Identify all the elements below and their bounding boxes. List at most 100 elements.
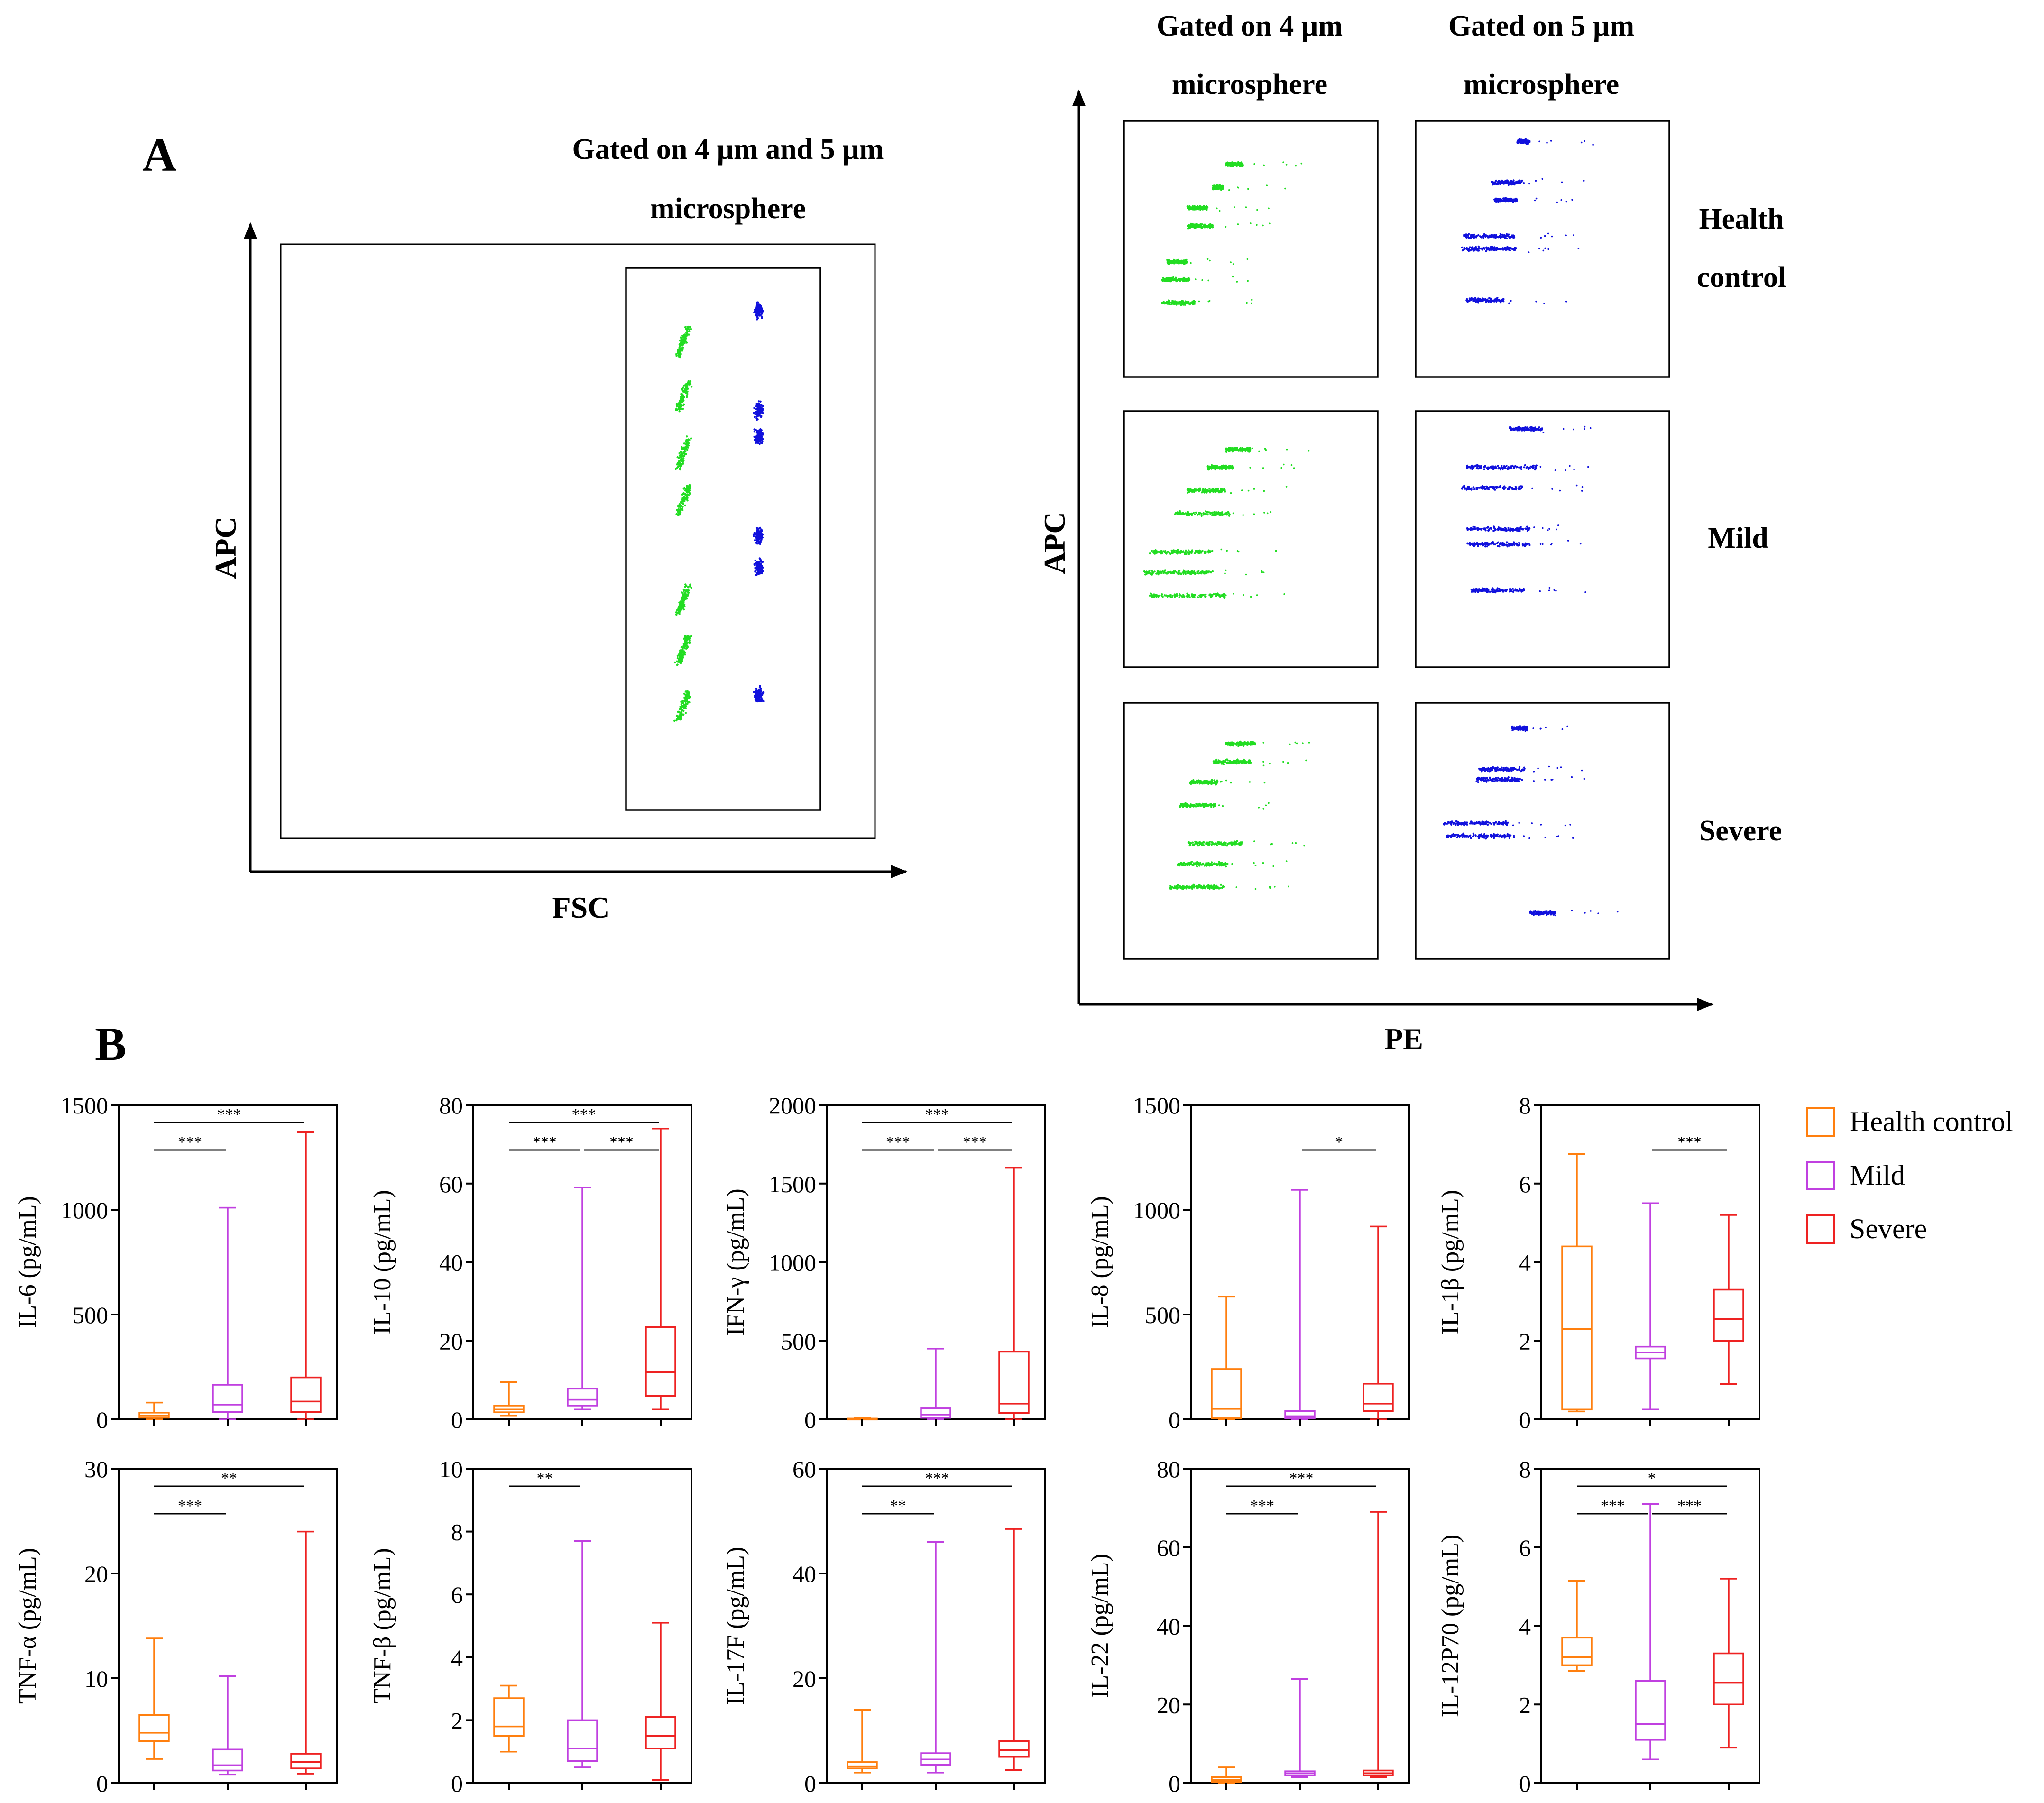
row-label-mild: Mild: [1708, 522, 1768, 554]
row-label-severe: Severe: [1699, 815, 1782, 847]
boxplot-chart: 0 20 40 60 80 IL-22 (pg/mL) *** ***: [1086, 1456, 1410, 1797]
y-tick-label: 40: [1157, 1613, 1180, 1640]
pe-blue-cluster: [1475, 776, 1585, 783]
iqr-box: [1284, 1410, 1316, 1419]
y-tick-label: 60: [439, 1171, 463, 1197]
pe-blue-cluster: [1443, 820, 1571, 827]
y-axis-label: IL-17F (pg/mL): [722, 1547, 749, 1705]
y-tick-label: 500: [781, 1328, 816, 1354]
iqr-box: [1713, 1288, 1744, 1342]
y-tick-label: 8: [1519, 1092, 1531, 1119]
iqr-box: [567, 1719, 598, 1762]
y-tick-label: 0: [804, 1407, 816, 1433]
iqr-box: [290, 1376, 322, 1413]
box-health: [493, 1381, 525, 1417]
fsc-blue-cluster: [753, 428, 764, 445]
y-axis-label: IL-1β (pg/mL): [1437, 1190, 1464, 1334]
pe-blue-cluster: [1493, 197, 1573, 203]
significance-label: ***: [1250, 1497, 1274, 1515]
legend-item: Mild: [1806, 1159, 1905, 1191]
significance-label: ***: [925, 1106, 949, 1123]
box-mild: [567, 1187, 598, 1411]
pe-green-cluster: [1206, 463, 1295, 471]
y-tick-label: 1000: [1133, 1197, 1180, 1223]
box-severe: [1363, 1225, 1394, 1420]
y-tick-label: 0: [451, 1770, 463, 1797]
legend-label: Mild: [1850, 1159, 1905, 1191]
y-tick-label: 6: [1519, 1171, 1531, 1197]
significance-label: ***: [217, 1106, 241, 1123]
pe-green-cluster: [1177, 860, 1288, 868]
fsc-green-cluster: [675, 484, 691, 516]
y-tick-label: 1000: [769, 1250, 816, 1276]
legend-swatch: [1806, 1107, 1835, 1137]
iqr-box: [645, 1716, 676, 1749]
iqr-box: [212, 1384, 243, 1413]
y-axis-label: IL-8 (pg/mL): [1086, 1196, 1114, 1328]
pe-scatter-panel: [1123, 410, 1379, 668]
y-tick-label: 0: [96, 1407, 108, 1433]
pe-blue-cluster: [1516, 138, 1594, 146]
legend-swatch: [1806, 1161, 1835, 1190]
col1-title-line2: microsphere: [1172, 68, 1327, 101]
legend-label: Severe: [1850, 1213, 1927, 1244]
pe-blue-cluster: [1463, 232, 1574, 239]
legend: Health control Mild Severe: [1806, 1106, 2013, 1244]
iqr-box: [493, 1697, 525, 1737]
y-tick-label: 20: [84, 1561, 108, 1587]
right-x-label: PE: [1384, 1022, 1423, 1056]
fsc-green-cluster: [673, 635, 693, 666]
pe-green-cluster: [1187, 840, 1305, 847]
box-severe: [998, 1167, 1030, 1420]
y-tick-label: 80: [439, 1092, 463, 1119]
row-label-health-2: control: [1697, 261, 1786, 294]
y-tick-label: 60: [1157, 1535, 1180, 1561]
pe-blue-cluster: [1478, 765, 1583, 773]
pe-green-cluster: [1225, 161, 1303, 168]
pe-green-cluster: [1212, 184, 1286, 191]
pe-green-cluster: [1189, 779, 1266, 786]
fsc-green-cluster: [674, 435, 692, 471]
panel-b-label: B: [95, 1018, 127, 1070]
pe-green-cluster: [1186, 486, 1288, 494]
box-severe: [290, 1131, 322, 1420]
significance-label: ***: [963, 1133, 987, 1151]
box-health: [493, 1684, 525, 1753]
significance-label: ***: [178, 1497, 202, 1515]
pe-scatter-panel: [1415, 120, 1670, 378]
y-tick-label: 0: [451, 1407, 463, 1433]
significance-label: ***: [178, 1133, 202, 1151]
significance-label: ***: [533, 1133, 557, 1151]
iqr-box: [1635, 1680, 1666, 1741]
y-tick-label: 4: [1519, 1250, 1531, 1276]
box-health: [138, 1637, 170, 1760]
y-axis-label: TNF-α (pg/mL): [14, 1548, 41, 1704]
fsc-green-cluster: [675, 380, 693, 413]
pe-green-cluster: [1179, 802, 1270, 810]
y-tick-label: 500: [1145, 1302, 1180, 1328]
pe-scatter-panel: [1123, 702, 1379, 960]
y-tick-label: 10: [84, 1665, 108, 1692]
pe-blue-cluster: [1465, 297, 1567, 305]
pe-green-cluster: [1166, 258, 1249, 266]
significance-label: ***: [925, 1470, 949, 1487]
box-mild: [920, 1348, 951, 1420]
y-tick-label: 0: [96, 1770, 108, 1797]
box-health: [847, 1417, 878, 1421]
significance-label: ***: [609, 1133, 634, 1151]
pe-blue-cluster: [1470, 587, 1586, 594]
fsc-blue-cluster: [753, 400, 764, 421]
box-severe: [1713, 1578, 1744, 1749]
panel-a-label: A: [142, 129, 176, 181]
box-mild: [212, 1206, 243, 1420]
pe-scatter-panel: [1123, 120, 1379, 378]
pe-scatter-panel: [1415, 410, 1670, 668]
y-tick-label: 1500: [61, 1092, 108, 1119]
pe-green-cluster: [1161, 299, 1253, 306]
y-tick-label: 2: [1519, 1328, 1531, 1354]
y-axis-label: TNF-β (pg/mL): [369, 1548, 396, 1703]
